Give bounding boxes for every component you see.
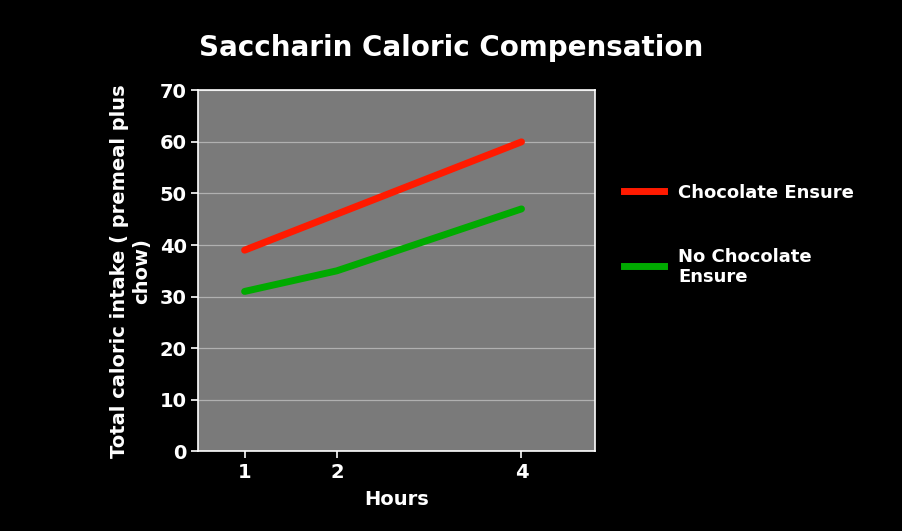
X-axis label: Hours: Hours [364,491,429,509]
Text: Saccharin Caloric Compensation: Saccharin Caloric Compensation [198,34,704,62]
Legend: Chocolate Ensure, No Chocolate
Ensure: Chocolate Ensure, No Chocolate Ensure [624,183,854,286]
Y-axis label: Total caloric intake ( premeal plus
chow): Total caloric intake ( premeal plus chow… [110,84,152,458]
